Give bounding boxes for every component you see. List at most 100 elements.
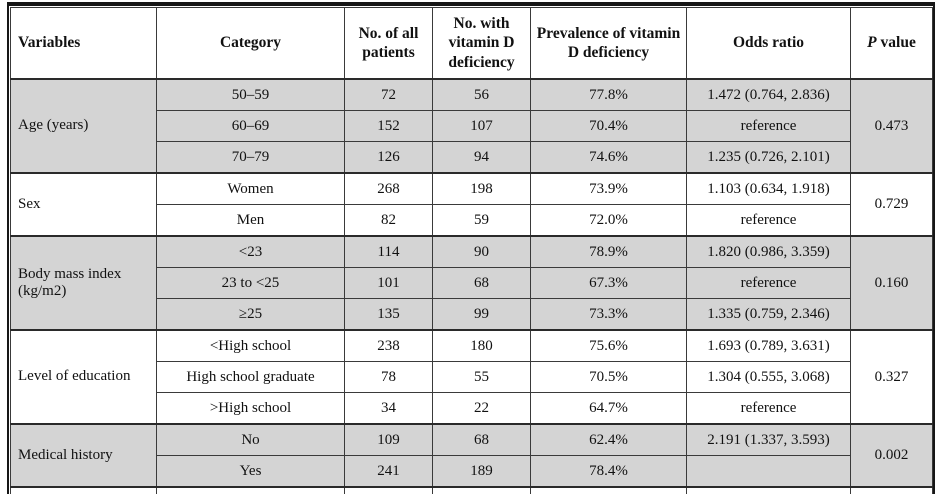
p-value-italic-label: P [867, 34, 877, 52]
category-cell: 23 to <25 [156, 267, 345, 299]
category-cell: >High school [156, 392, 345, 425]
prevalence-cell: 67.3% [530, 267, 687, 299]
odds-ratio-cell: 1.335 (0.759, 2.346) [686, 298, 851, 331]
odds-ratio-cell [686, 486, 851, 494]
category-cell: 60–69 [156, 110, 345, 142]
category-cell: 50–59 [156, 78, 345, 111]
deficiency-cell: 180 [432, 329, 531, 362]
p-value-rest-label: value [876, 34, 916, 52]
patients-cell: 135 [344, 298, 433, 331]
patients-cell: 152 [344, 110, 433, 142]
patients-cell: 114 [344, 235, 433, 268]
variable-cell: Age (years) [10, 78, 157, 174]
header-p-value: P value [850, 7, 933, 80]
odds-ratio-cell: 2.191 (1.337, 3.593) [686, 423, 851, 456]
header-deficiency: No. with vitamin D deficiency [432, 7, 531, 80]
deficiency-cell: 189 [432, 455, 531, 488]
table-row: Level of education <High school 238 180 … [10, 329, 933, 425]
deficiency-cell: 90 [432, 235, 531, 268]
deficiency-cell: 55 [432, 361, 531, 393]
deficiency-cell: 99 [432, 298, 531, 331]
patients-cell: 109 [344, 423, 433, 456]
patients-cell [344, 486, 433, 494]
table-row: Sex Women 268 198 73.9% 1.103 (0.634, 1.… [10, 172, 933, 237]
odds-ratio-cell: 1.235 (0.726, 2.101) [686, 141, 851, 174]
header-row: Variables Category No. of all patients N… [10, 7, 933, 80]
header-patients: No. of all patients [344, 7, 433, 80]
odds-ratio-cell: reference [686, 267, 851, 299]
deficiency-cell: 56 [432, 78, 531, 111]
variable-cell: Level of education [10, 329, 157, 425]
header-variables: Variables [10, 7, 157, 80]
header-prevalence: Prevalence of vitamin D deficiency [530, 7, 687, 80]
deficiency-cell: 59 [432, 204, 531, 237]
prevalence-cell: 75.6% [530, 329, 687, 362]
patients-cell: 72 [344, 78, 433, 111]
category-cell: Men [156, 204, 345, 237]
p-value-cell: 0.160 [850, 235, 933, 331]
deficiency-cell: 107 [432, 110, 531, 142]
vitamin-d-deficiency-table: Variables Category No. of all patients N… [10, 7, 933, 494]
prevalence-cell: 78.9% [530, 235, 687, 268]
table-row-cutoff [10, 486, 933, 494]
patients-cell: 78 [344, 361, 433, 393]
prevalence-cell: 64.7% [530, 392, 687, 425]
p-value-cell: 0.729 [850, 172, 933, 237]
table-row: High school graduate 78 55 70.5% 1.304 (… [11, 361, 933, 393]
p-value-cell: 0.327 [850, 329, 933, 425]
table-row: Men 82 59 72.0% reference [11, 204, 933, 237]
category-cell: No [156, 423, 345, 456]
p-value-cell: 0.473 [850, 78, 933, 174]
category-cell: Yes [156, 455, 345, 488]
category-cell: ≥25 [156, 298, 345, 331]
table-row: Yes 241 189 78.4% [11, 455, 933, 488]
deficiency-cell: 94 [432, 141, 531, 174]
deficiency-cell: 22 [432, 392, 531, 425]
patients-cell: 82 [344, 204, 433, 237]
p-value-cell: 0.002 [850, 423, 933, 488]
odds-ratio-cell: reference [686, 110, 851, 142]
prevalence-cell: 62.4% [530, 423, 687, 456]
prevalence-cell: 70.5% [530, 361, 687, 393]
variable-cell [10, 486, 157, 494]
deficiency-cell: 198 [432, 172, 531, 205]
table-row: 70–79 126 94 74.6% 1.235 (0.726, 2.101) [11, 141, 933, 174]
header-category: Category [156, 7, 345, 80]
table-row: Age (years) 50–59 72 56 77.8% 1.472 (0.7… [10, 78, 933, 174]
deficiency-cell: 68 [432, 267, 531, 299]
odds-ratio-cell: 1.472 (0.764, 2.836) [686, 78, 851, 111]
prevalence-cell: 73.3% [530, 298, 687, 331]
variable-cell: Sex [10, 172, 157, 237]
table-row: >High school 34 22 64.7% reference [11, 392, 933, 425]
variable-cell: Medical history [10, 423, 157, 488]
category-cell: 70–79 [156, 141, 345, 174]
table-row: Medical history No 109 68 62.4% 2.191 (1… [10, 423, 933, 488]
prevalence-cell: 78.4% [530, 455, 687, 488]
table-row: Body mass index (kg/m2) <23 114 90 78.9%… [10, 235, 933, 331]
table-row: 23 to <25 101 68 67.3% reference [11, 267, 933, 299]
category-cell [156, 486, 345, 494]
patients-cell: 101 [344, 267, 433, 299]
odds-ratio-cell: reference [686, 204, 851, 237]
p-value-cell [850, 486, 933, 494]
category-cell: High school graduate [156, 361, 345, 393]
statistics-table-frame: Variables Category No. of all patients N… [7, 2, 935, 494]
category-cell: <High school [156, 329, 345, 362]
patients-cell: 34 [344, 392, 433, 425]
prevalence-cell: 70.4% [530, 110, 687, 142]
deficiency-cell: 68 [432, 423, 531, 456]
deficiency-cell [432, 486, 531, 494]
odds-ratio-cell: 1.820 (0.986, 3.359) [686, 235, 851, 268]
prevalence-cell: 72.0% [530, 204, 687, 237]
patients-cell: 238 [344, 329, 433, 362]
odds-ratio-cell: 1.693 (0.789, 3.631) [686, 329, 851, 362]
category-cell: <23 [156, 235, 345, 268]
prevalence-cell: 74.6% [530, 141, 687, 174]
prevalence-cell [530, 486, 687, 494]
table-row: ≥25 135 99 73.3% 1.335 (0.759, 2.346) [11, 298, 933, 331]
variable-cell: Body mass index (kg/m2) [10, 235, 157, 331]
patients-cell: 126 [344, 141, 433, 174]
odds-ratio-cell: 1.304 (0.555, 3.068) [686, 361, 851, 393]
odds-ratio-cell [686, 455, 851, 488]
header-odds-ratio: Odds ratio [686, 7, 851, 80]
